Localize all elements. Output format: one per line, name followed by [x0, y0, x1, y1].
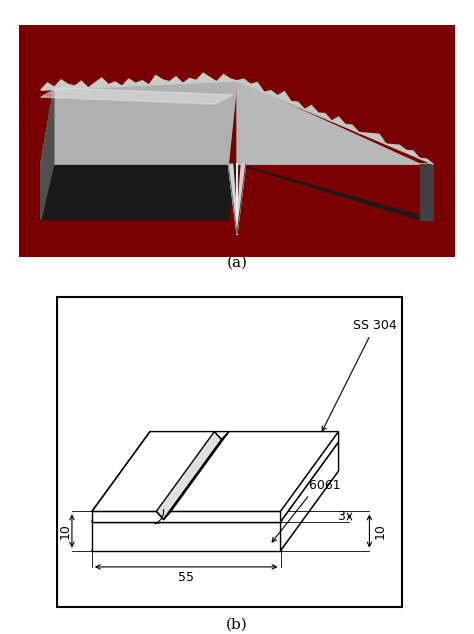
Polygon shape [281, 432, 338, 522]
Text: (b): (b) [226, 618, 248, 631]
Polygon shape [237, 79, 433, 164]
Polygon shape [237, 164, 433, 220]
Polygon shape [92, 471, 338, 550]
FancyBboxPatch shape [57, 297, 402, 607]
Text: 55: 55 [178, 571, 194, 585]
Text: 45°: 45° [117, 492, 139, 505]
Polygon shape [41, 88, 233, 104]
Polygon shape [156, 432, 222, 519]
Polygon shape [92, 522, 281, 550]
Text: 3: 3 [337, 510, 345, 523]
Polygon shape [92, 442, 338, 522]
Text: SS 304: SS 304 [322, 319, 397, 431]
Polygon shape [228, 164, 246, 234]
Polygon shape [420, 164, 433, 220]
Polygon shape [164, 432, 229, 519]
Polygon shape [41, 81, 237, 164]
Polygon shape [237, 81, 433, 164]
Text: 10: 10 [59, 523, 72, 539]
Polygon shape [92, 512, 281, 522]
Text: (a): (a) [227, 256, 247, 270]
Text: 2: 2 [170, 507, 178, 520]
Polygon shape [41, 74, 237, 90]
Polygon shape [281, 442, 338, 550]
Polygon shape [92, 432, 338, 512]
Polygon shape [41, 164, 237, 220]
Text: Al 6061: Al 6061 [272, 479, 341, 542]
Polygon shape [41, 90, 54, 220]
Text: 10: 10 [374, 523, 387, 539]
